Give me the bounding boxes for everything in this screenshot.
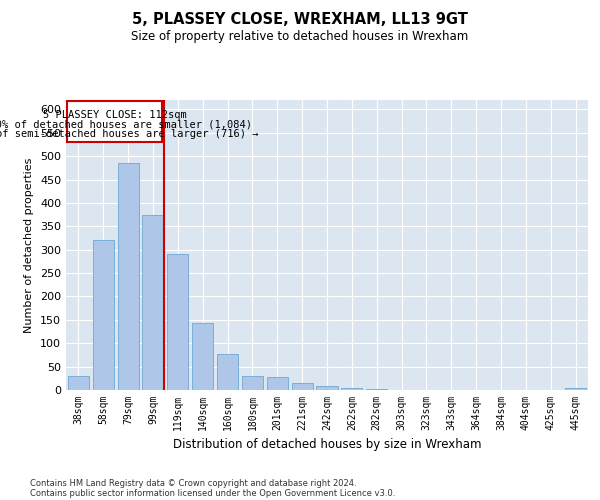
Bar: [142, 214, 164, 390]
Bar: [167, 254, 188, 390]
Bar: [93, 240, 114, 390]
Bar: [217, 354, 238, 390]
Bar: [366, 389, 387, 390]
Bar: [316, 386, 338, 390]
Bar: [67, 101, 163, 142]
Y-axis label: Number of detached properties: Number of detached properties: [25, 158, 34, 332]
Bar: [68, 376, 89, 390]
Bar: [192, 323, 213, 390]
Text: Contains public sector information licensed under the Open Government Licence v3: Contains public sector information licen…: [30, 488, 395, 498]
Bar: [118, 163, 139, 390]
Bar: [565, 388, 586, 390]
Text: 40% of semi-detached houses are larger (716) →: 40% of semi-detached houses are larger (…: [0, 129, 259, 139]
Bar: [242, 376, 263, 390]
Text: 5, PLASSEY CLOSE, WREXHAM, LL13 9GT: 5, PLASSEY CLOSE, WREXHAM, LL13 9GT: [132, 12, 468, 28]
Bar: [267, 378, 288, 390]
Text: 5 PLASSEY CLOSE: 112sqm: 5 PLASSEY CLOSE: 112sqm: [43, 110, 187, 120]
Text: Size of property relative to detached houses in Wrexham: Size of property relative to detached ho…: [131, 30, 469, 43]
Bar: [341, 388, 362, 390]
Text: ← 60% of detached houses are smaller (1,084): ← 60% of detached houses are smaller (1,…: [0, 120, 253, 130]
Text: Contains HM Land Registry data © Crown copyright and database right 2024.: Contains HM Land Registry data © Crown c…: [30, 478, 356, 488]
X-axis label: Distribution of detached houses by size in Wrexham: Distribution of detached houses by size …: [173, 438, 481, 452]
Bar: [292, 382, 313, 390]
